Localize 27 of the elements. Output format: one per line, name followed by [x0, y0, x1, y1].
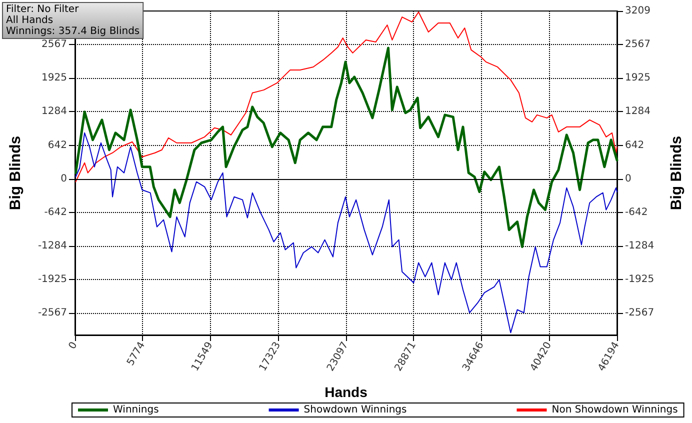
annotation: Filter: No Filter All Hands Winnings: 357.4 Big Blinds — [6, 4, 140, 37]
y2-tick-label: 3209 — [625, 6, 650, 16]
y-tick-label: 2567 — [42, 39, 67, 50]
y-tick-label: 0 — [60, 173, 67, 184]
y2-tick-label: -2567 — [625, 308, 654, 319]
legend-label: Non Showdown Winnings — [552, 404, 678, 416]
y-tick-label: 1925 — [42, 72, 67, 84]
y2-axis-title: Big Blinds — [668, 136, 685, 210]
y2-tick-label: 642 — [625, 140, 644, 151]
y-tick-label: -1284 — [38, 240, 67, 252]
y2-tick-label: 0 — [625, 173, 632, 184]
y-tick-label: -642 — [44, 206, 67, 218]
y2-tick-label: -642 — [625, 206, 648, 218]
y2-tick-label: -1925 — [625, 274, 654, 286]
legend-label: Showdown Winnings — [304, 404, 407, 416]
x-axis-title: Hands — [324, 384, 368, 400]
legend-label: Winnings — [113, 404, 159, 416]
y-tick-label: -2567 — [38, 308, 67, 319]
y2-tick-label: -1284 — [625, 240, 654, 252]
y2-tick-label: 2567 — [625, 39, 650, 50]
y-tick-label: -1925 — [38, 274, 67, 286]
y-axis-title: Big Blinds — [7, 136, 24, 210]
x-tick-label: 0 — [67, 340, 80, 352]
y-tick-label: 1284 — [42, 106, 67, 118]
y2-tick-label: 1925 — [625, 72, 650, 84]
y-tick-label: 642 — [48, 140, 67, 151]
y2-tick-label: 1284 — [625, 106, 650, 118]
